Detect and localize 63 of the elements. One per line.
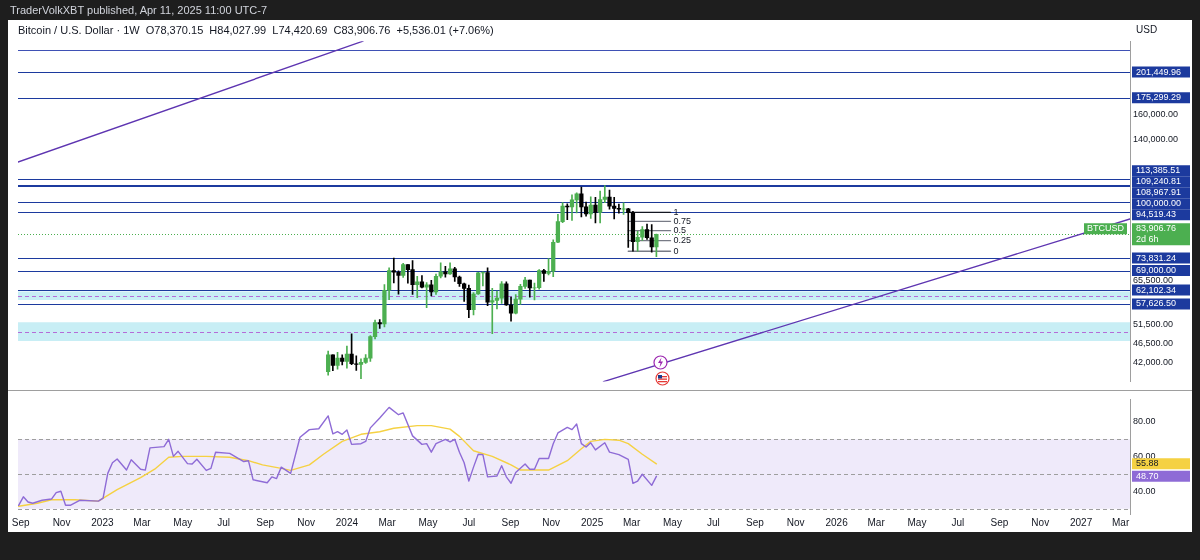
y-tick-label: 40.00 — [1133, 485, 1156, 496]
x-tick-label: 2026 — [825, 516, 849, 528]
candlestick — [490, 288, 495, 334]
candlestick — [480, 271, 486, 287]
y-tick-label: 42,000.00 — [1133, 357, 1174, 368]
annotation: 0.5 — [673, 225, 686, 236]
chart-subtitle: TraderVolkXBT published, Apr 11, 2025 11:00 UTC-7 — [10, 4, 268, 16]
ref-line-label: 108,967.91 — [1136, 187, 1182, 198]
x-tick-label: Mar — [622, 516, 641, 528]
x-tick-label: 2027 — [1069, 516, 1093, 528]
x-tick-label: Nov — [52, 516, 71, 528]
x-tick-label: Jul — [462, 516, 476, 528]
x-tick-label: Mar — [1112, 516, 1130, 528]
chart-title: Bitcoin / U.S. Dollar · 1W O78,370.15 H84,027.99 L74,420.69 C83,906.76 +5,536.01 (+7.06%) — [18, 23, 494, 36]
text: 48.70 — [1136, 470, 1159, 481]
ref-line-label: 109,240.81 — [1136, 176, 1182, 187]
x-tick-label: Mar — [867, 516, 886, 528]
y-tick-label: 140,000.00 — [1133, 133, 1179, 144]
x-tick-label: Sep — [990, 516, 1009, 528]
y-axis-title: USD — [1136, 23, 1158, 35]
y-tick-label: 160,000.00 — [1133, 109, 1179, 120]
x-tick-label: Sep — [745, 516, 765, 528]
x-tick-label: 2025 — [580, 516, 604, 528]
x-tick-label: 2024 — [335, 516, 359, 528]
x-tick-label: Nov — [1031, 516, 1050, 528]
x-tick-label: Nov — [786, 516, 805, 528]
annotation: 0.75 — [673, 215, 691, 226]
ref-line-label: 73,831.24 — [1136, 252, 1177, 263]
ref-line-label: 94,519.43 — [1136, 209, 1177, 220]
x-tick-label: Nov — [297, 516, 315, 528]
ref-line-label: 69,000.00 — [1136, 265, 1177, 276]
x-tick-label: Jul — [951, 516, 965, 528]
x-tick-label: May — [418, 516, 438, 528]
x-tick-label: May — [173, 516, 193, 528]
annotation: 0 — [673, 245, 679, 256]
x-tick-label: Jul — [217, 516, 231, 528]
text: 2d 6h — [1136, 234, 1159, 245]
x-tick-label: Sep — [11, 516, 31, 528]
ref-line-label: 113,385.51 — [1136, 165, 1181, 176]
x-tick-label: Nov — [542, 516, 561, 528]
x-tick-label: Mar — [378, 516, 397, 528]
x-tick-label: Mar — [133, 516, 152, 528]
x-tick-label: Jul — [706, 516, 720, 528]
annotation: 1 — [673, 206, 679, 217]
y-tick-label: 80.00 — [1133, 416, 1156, 427]
ref-line-label: 175,299.29 — [1136, 92, 1182, 103]
y-tick-label: 65,500.00 — [1133, 274, 1174, 285]
annotation: BTCUSD — [1087, 223, 1125, 234]
annotation: 0.25 — [673, 235, 691, 246]
x-tick-label: Sep — [501, 516, 520, 528]
x-tick-label: May — [663, 516, 682, 528]
ref-line-label: 57,626.50 — [1136, 298, 1177, 309]
x-tick-label: May — [907, 516, 927, 528]
ref-line-label: 201,449.96 — [1136, 66, 1182, 77]
y-tick-label: 51,500.00 — [1133, 319, 1174, 330]
ref-line-label: 83,906.76 — [1136, 223, 1177, 234]
candlestick — [358, 358, 364, 380]
ref-line-label: 62,102.34 — [1136, 284, 1177, 295]
candlestick — [494, 290, 500, 310]
y-tick-label: 46,500.00 — [1133, 338, 1174, 349]
ref-line-label: 100,000.00 — [1136, 198, 1182, 209]
x-tick-label: Sep — [256, 516, 275, 528]
x-tick-label: 2023 — [91, 516, 114, 528]
